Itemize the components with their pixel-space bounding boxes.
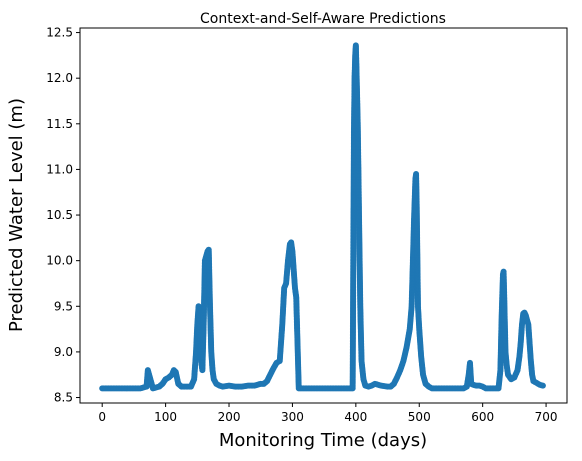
x-axis-label: Monitoring Time (days) (219, 430, 427, 451)
y-tick-label: 8.5 (54, 391, 73, 405)
x-axis: 0 100 200 300 400 500 600 700 (98, 403, 558, 424)
plot-area: 0 100 200 300 400 500 600 700 8.5 9.0 9.5 10.0 10.5… (46, 26, 568, 424)
y-tick-label: 9.5 (54, 299, 73, 313)
y-tick-label: 10.0 (46, 254, 73, 268)
data-point (539, 382, 546, 389)
x-tick-label: 200 (218, 410, 241, 424)
y-tick-label: 11.5 (46, 117, 73, 131)
y-tick-label: 9.0 (54, 345, 73, 359)
x-tick-label: 100 (154, 410, 177, 424)
data-points (99, 42, 546, 392)
y-axis: 8.5 9.0 9.5 10.0 10.5 11.0 11.5 12.0 12.5 (46, 26, 80, 405)
y-tick-label: 11.0 (46, 162, 73, 176)
x-tick-label: 500 (408, 410, 431, 424)
chart-title: Context-and-Self-Aware Predictions (200, 11, 446, 27)
x-tick-label: 0 (98, 410, 106, 424)
y-tick-label: 12.5 (46, 26, 73, 40)
x-tick-label: 600 (471, 410, 494, 424)
x-tick-label: 700 (535, 410, 558, 424)
y-tick-label: 12.0 (46, 71, 73, 85)
x-tick-label: 400 (344, 410, 367, 424)
y-tick-label: 10.5 (46, 208, 73, 222)
x-tick-label: 300 (281, 410, 304, 424)
y-axis-label: Predicted Water Level (m) (6, 98, 27, 332)
